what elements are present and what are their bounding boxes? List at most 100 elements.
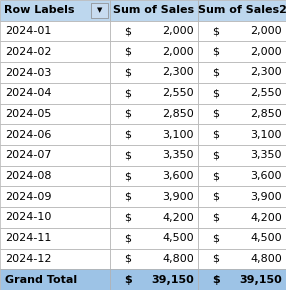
Bar xyxy=(198,0,286,21)
Bar xyxy=(110,228,198,249)
Text: 2,550: 2,550 xyxy=(162,88,194,98)
Text: $: $ xyxy=(124,233,131,243)
Bar xyxy=(110,207,198,228)
Text: 2,550: 2,550 xyxy=(250,88,282,98)
Text: 4,800: 4,800 xyxy=(162,254,194,264)
Text: 3,600: 3,600 xyxy=(251,171,282,181)
Bar xyxy=(198,186,286,207)
Text: 2024-01: 2024-01 xyxy=(5,26,51,36)
Text: 2024-06: 2024-06 xyxy=(5,130,51,140)
Text: $: $ xyxy=(212,233,219,243)
Bar xyxy=(198,249,286,269)
Bar xyxy=(110,83,198,104)
Text: 2024-04: 2024-04 xyxy=(5,88,51,98)
Bar xyxy=(198,145,286,166)
Text: 4,500: 4,500 xyxy=(162,233,194,243)
Text: 2024-10: 2024-10 xyxy=(5,213,51,222)
Bar xyxy=(0,166,110,186)
Text: 2,300: 2,300 xyxy=(250,68,282,77)
Text: $: $ xyxy=(124,254,131,264)
Text: 2,000: 2,000 xyxy=(250,26,282,36)
Text: $: $ xyxy=(124,150,131,160)
Bar xyxy=(110,0,198,21)
Bar xyxy=(0,0,110,21)
Bar xyxy=(0,145,110,166)
Text: $: $ xyxy=(212,109,219,119)
Bar xyxy=(0,249,110,269)
Bar xyxy=(198,269,286,290)
Bar xyxy=(110,41,198,62)
Bar xyxy=(198,124,286,145)
Text: 2,000: 2,000 xyxy=(250,47,282,57)
Text: 39,150: 39,150 xyxy=(151,275,194,285)
Bar xyxy=(0,62,110,83)
Bar xyxy=(198,62,286,83)
Text: 2,000: 2,000 xyxy=(162,47,194,57)
Text: $: $ xyxy=(212,88,219,98)
Bar xyxy=(198,83,286,104)
Bar xyxy=(198,21,286,41)
Text: 2,850: 2,850 xyxy=(250,109,282,119)
Text: $: $ xyxy=(124,213,131,222)
Bar xyxy=(110,145,198,166)
Text: 4,800: 4,800 xyxy=(250,254,282,264)
Text: $: $ xyxy=(212,47,219,57)
Bar xyxy=(110,124,198,145)
Bar xyxy=(198,41,286,62)
Text: 3,900: 3,900 xyxy=(250,192,282,202)
Bar xyxy=(110,104,198,124)
Text: Row Labels: Row Labels xyxy=(4,5,74,15)
Text: 3,900: 3,900 xyxy=(162,192,194,202)
Text: 2024-05: 2024-05 xyxy=(5,109,51,119)
Bar xyxy=(198,166,286,186)
Text: $: $ xyxy=(212,275,220,285)
Text: 4,200: 4,200 xyxy=(162,213,194,222)
Bar xyxy=(0,104,110,124)
Text: 2,850: 2,850 xyxy=(162,109,194,119)
Bar xyxy=(198,228,286,249)
Bar xyxy=(0,124,110,145)
Text: $: $ xyxy=(212,213,219,222)
Text: $: $ xyxy=(212,150,219,160)
Text: 2024-07: 2024-07 xyxy=(5,150,51,160)
Text: $: $ xyxy=(124,275,132,285)
Bar xyxy=(0,269,110,290)
Bar xyxy=(0,207,110,228)
Text: 3,100: 3,100 xyxy=(251,130,282,140)
Bar xyxy=(110,269,198,290)
Text: 4,200: 4,200 xyxy=(250,213,282,222)
Text: 39,150: 39,150 xyxy=(239,275,282,285)
Text: 2,000: 2,000 xyxy=(162,26,194,36)
Bar xyxy=(110,186,198,207)
Text: $: $ xyxy=(212,68,219,77)
Bar xyxy=(92,3,108,18)
Text: 3,600: 3,600 xyxy=(162,171,194,181)
Text: 2024-02: 2024-02 xyxy=(5,47,51,57)
Text: 2024-09: 2024-09 xyxy=(5,192,51,202)
Bar xyxy=(110,62,198,83)
Text: 2024-12: 2024-12 xyxy=(5,254,51,264)
Text: 3,350: 3,350 xyxy=(251,150,282,160)
Text: $: $ xyxy=(212,130,219,140)
Bar xyxy=(0,41,110,62)
Text: $: $ xyxy=(212,171,219,181)
Bar xyxy=(198,207,286,228)
Text: $: $ xyxy=(124,26,131,36)
Bar xyxy=(198,104,286,124)
Text: $: $ xyxy=(124,68,131,77)
Text: Sum of Sales: Sum of Sales xyxy=(114,5,194,15)
Text: $: $ xyxy=(124,47,131,57)
Text: ▼: ▼ xyxy=(97,7,102,13)
Text: 4,500: 4,500 xyxy=(250,233,282,243)
Text: $: $ xyxy=(212,192,219,202)
Text: $: $ xyxy=(124,88,131,98)
Text: 3,100: 3,100 xyxy=(162,130,194,140)
Text: Grand Total: Grand Total xyxy=(5,275,77,285)
Text: Sum of Sales2: Sum of Sales2 xyxy=(198,5,286,15)
Bar xyxy=(110,166,198,186)
Text: $: $ xyxy=(212,254,219,264)
Text: $: $ xyxy=(124,109,131,119)
Text: $: $ xyxy=(212,26,219,36)
Bar xyxy=(0,186,110,207)
Text: 3,350: 3,350 xyxy=(162,150,194,160)
